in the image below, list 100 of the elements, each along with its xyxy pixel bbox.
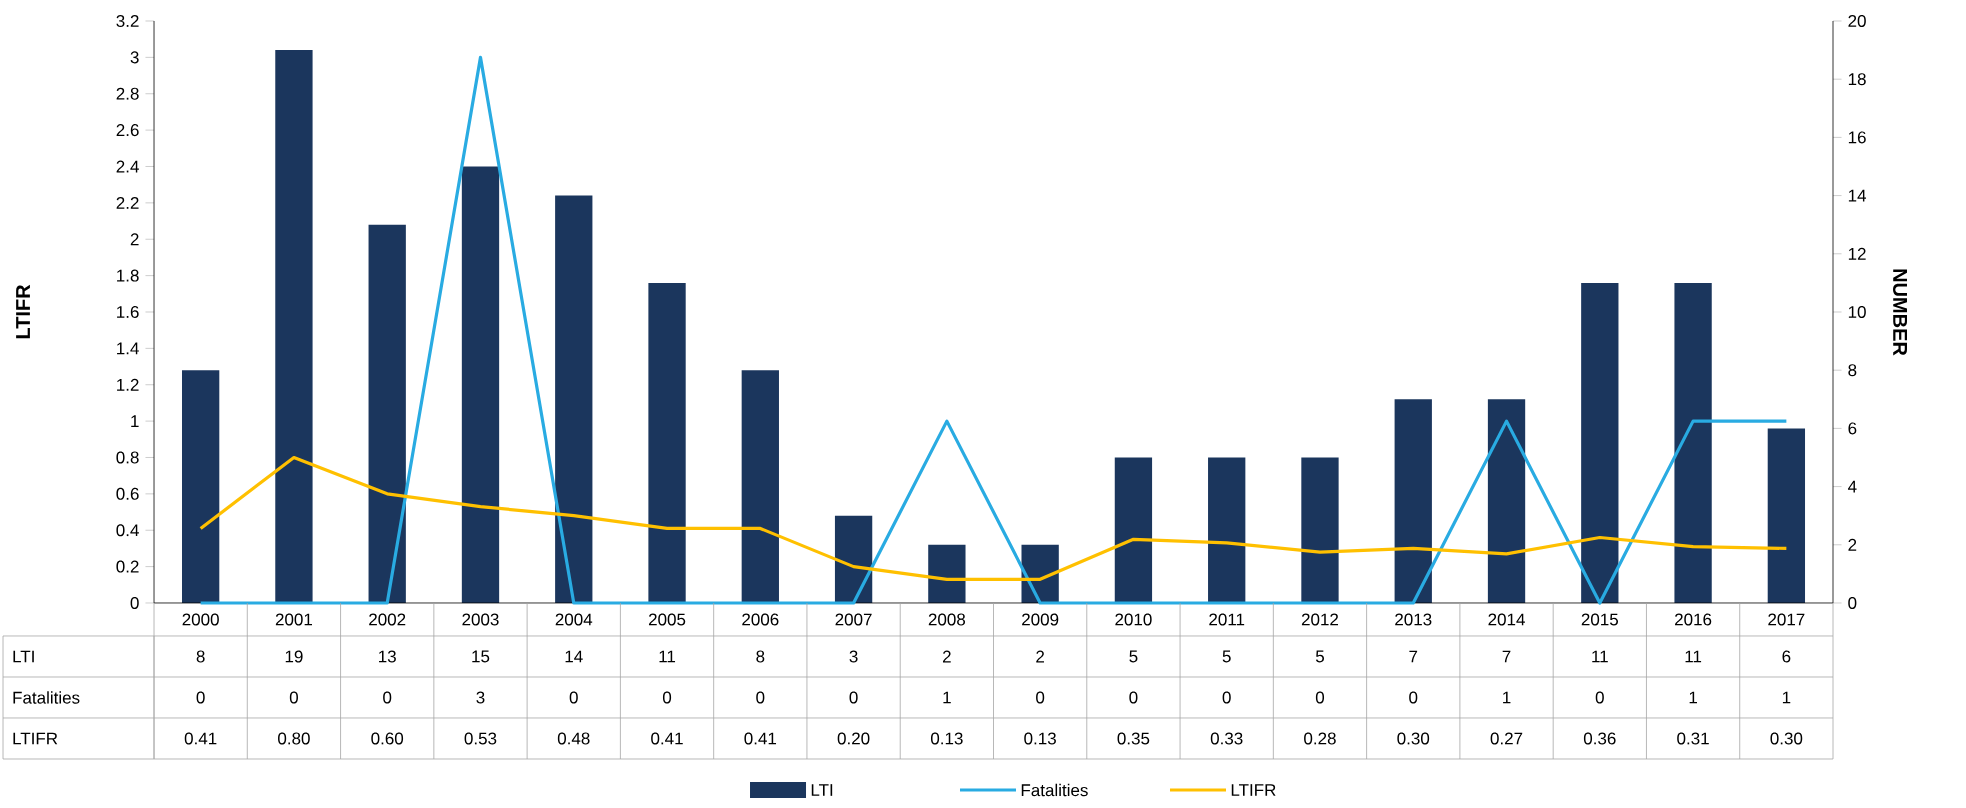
y-tick-label: 3.2 xyxy=(116,14,139,27)
y-tick-label: 2 xyxy=(130,233,139,246)
data-label: 0.41 xyxy=(184,732,217,745)
data-label: 3 xyxy=(476,691,485,704)
data-label: 0.28 xyxy=(1304,732,1336,745)
x-tick-label: 2011 xyxy=(1209,613,1245,626)
bar xyxy=(555,195,593,603)
data-label: 0 xyxy=(1409,691,1418,704)
data-label: 6 xyxy=(1782,650,1791,663)
y2-tick-label: 18 xyxy=(1848,73,1866,86)
data-label: 0.41 xyxy=(744,732,777,745)
y2-tick-label: 8 xyxy=(1848,364,1857,377)
data-label: 1 xyxy=(943,691,951,704)
y-tick-label: 1 xyxy=(131,415,139,427)
data-label: 0.13 xyxy=(930,732,963,745)
bar xyxy=(834,515,873,603)
y-tick-label: 0.2 xyxy=(116,560,139,573)
y-tick-label: 1.2 xyxy=(117,378,139,391)
y-tick-label: 2.4 xyxy=(116,160,139,173)
x-tick-label: 2000 xyxy=(182,613,219,626)
y-tick-label: 0 xyxy=(130,596,139,609)
x-tick-label: 2016 xyxy=(1675,613,1712,626)
y2-tick-label: 20 xyxy=(1848,14,1866,27)
data-label: 0 xyxy=(569,691,578,704)
bar xyxy=(1114,457,1153,603)
bar xyxy=(1487,399,1526,603)
x-tick-label: 2005 xyxy=(648,613,686,626)
data-label: 0.13 xyxy=(1024,732,1056,745)
y2-tick-label: 16 xyxy=(1848,131,1866,144)
data-label: 8 xyxy=(756,650,765,663)
data-label: 11 xyxy=(1592,650,1608,663)
bar xyxy=(1581,282,1619,603)
data-label: 0 xyxy=(1129,691,1138,704)
data-label: 0 xyxy=(1036,691,1045,704)
data-label: 0 xyxy=(289,691,298,704)
data-label: 7 xyxy=(1409,650,1418,663)
data-label: 0.31 xyxy=(1677,732,1709,745)
y-tick-label: 2.6 xyxy=(116,124,139,137)
y-axis-title: LTIFR xyxy=(16,284,30,339)
data-label: 0 xyxy=(1595,691,1604,704)
y-tick-label: 3 xyxy=(130,51,139,64)
bar xyxy=(275,50,313,603)
bar xyxy=(741,370,779,603)
data-label: 0.30 xyxy=(1397,732,1430,745)
line-series xyxy=(199,455,1788,581)
legend-label: LTIFR xyxy=(1231,784,1276,796)
x-tick-label: 2015 xyxy=(1581,613,1619,626)
y-tick-label: 2.2 xyxy=(116,196,139,209)
data-label: 11 xyxy=(1685,650,1702,663)
x-tick-label: 2009 xyxy=(1022,613,1059,626)
data-label: 0 xyxy=(756,691,765,704)
bar xyxy=(1394,399,1432,603)
data-label: 0.36 xyxy=(1583,732,1616,745)
data-label: 0.80 xyxy=(278,732,310,745)
bar xyxy=(461,166,500,603)
data-label: 2 xyxy=(942,650,951,663)
bar xyxy=(928,544,966,603)
data-label: 2 xyxy=(1036,650,1045,663)
y2-tick-label: 12 xyxy=(1848,247,1866,260)
y2-tick-label: 4 xyxy=(1847,480,1857,493)
data-label: 0 xyxy=(1222,691,1231,704)
data-label: 5 xyxy=(1315,650,1324,663)
y2-tick-label: 14 xyxy=(1848,189,1867,202)
x-tick-label: 2001 xyxy=(275,613,312,626)
data-label: 0.48 xyxy=(557,732,590,745)
text: LTI xyxy=(13,650,34,663)
bar xyxy=(1674,282,1712,603)
bar xyxy=(1208,457,1246,603)
data-label: 0.33 xyxy=(1210,732,1243,745)
x-tick-label: 2003 xyxy=(462,613,499,626)
data-label: 19 xyxy=(285,650,303,663)
x-tick-label: 2004 xyxy=(555,613,593,626)
x-tick-label: 2017 xyxy=(1768,613,1805,626)
data-label: 13 xyxy=(379,650,396,663)
y-tick-label: 1.6 xyxy=(117,305,139,318)
data-label: 1 xyxy=(1503,691,1511,704)
y-tick-label: 0.8 xyxy=(116,451,139,464)
y2-tick-label: 2 xyxy=(1848,538,1857,551)
data-label: 1 xyxy=(1782,691,1791,704)
legend-label: LTI xyxy=(811,784,833,796)
y-tick-label: 0.4 xyxy=(116,524,139,537)
data-label: 0.30 xyxy=(1770,732,1803,745)
y2-tick-label: 10 xyxy=(1848,305,1866,318)
data-label: 0 xyxy=(1315,691,1325,704)
bar xyxy=(1301,457,1339,603)
y-tick-label: 0.6 xyxy=(116,487,139,500)
data-label: 1 xyxy=(1689,691,1697,704)
text: LTIFR xyxy=(13,732,58,745)
y2-axis-title: NUMBER xyxy=(1893,269,1907,356)
data-label: 7 xyxy=(1502,650,1511,663)
data-label: 0.53 xyxy=(464,732,497,745)
x-tick-label: 2008 xyxy=(928,613,966,626)
x-tick-label: 2013 xyxy=(1395,613,1432,626)
legend-label: Fatalities xyxy=(1021,783,1088,797)
bar xyxy=(1767,428,1806,603)
y-tick-label: 1.8 xyxy=(117,269,139,282)
data-label: 0.60 xyxy=(371,732,404,745)
x-tick-label: 2010 xyxy=(1115,613,1152,626)
x-tick-label: 2007 xyxy=(835,613,872,626)
data-label: 0 xyxy=(849,691,858,704)
